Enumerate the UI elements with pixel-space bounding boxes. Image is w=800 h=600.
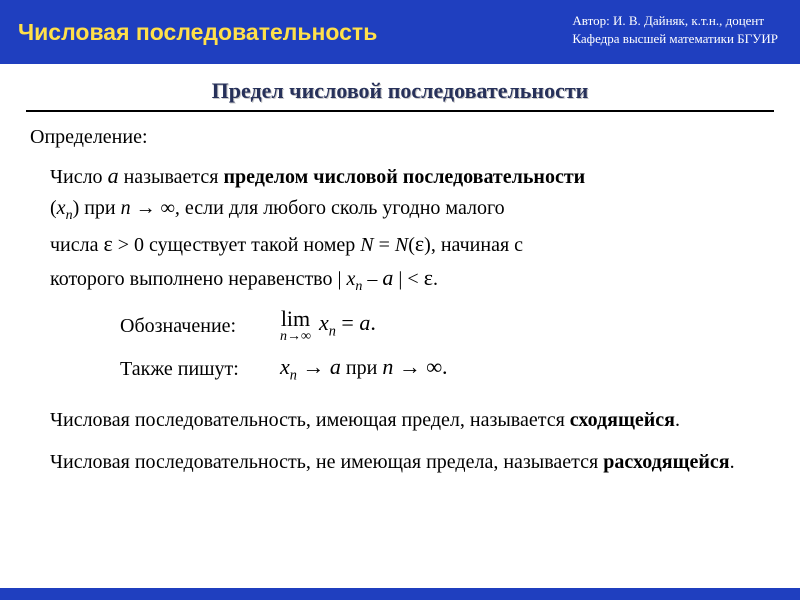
footer-bar [0,588,800,600]
text: | < [393,268,423,290]
n-to-inf: n → ∞, [121,197,180,219]
var-x: x [319,310,329,335]
lim-stack: lim n→∞ [280,308,311,344]
var-a: a [108,163,119,188]
bold-term: сходящейся [570,409,675,431]
text: = [374,234,395,256]
text: если для любого сколь угодно малого [180,197,505,219]
notation-label: Также пишут: [120,357,280,381]
definition-label: Определение: [30,126,770,149]
notation-block: Обозначение: lim n→∞ xn = a. Также пишут… [30,308,770,385]
text: , начиная с [431,234,523,256]
text: которого выполнено неравенство | [50,268,347,290]
epsilon: ε [104,231,113,256]
text: – [362,268,382,290]
slide-header: Числовая последовательность Автор: И. В.… [0,0,800,64]
text: Числовая последовательность, имеющая пре… [50,409,570,431]
text: . [433,268,438,290]
bold-term: пределом числовой последовательности [223,166,585,188]
var-a: a [382,265,393,290]
equals: = [336,310,359,335]
text: . [730,451,735,473]
n-to-inf: n → ∞ [382,354,442,379]
limit-expression: lim n→∞ xn = a. [280,308,376,344]
paragraph-convergent: Числовая последовательность, имеющая пре… [30,406,770,434]
sub-n: n [66,208,73,223]
definition-body: Число a называется пределом числовой пос… [30,159,770,298]
var-N: N [360,234,373,256]
also-expression: xn → a при n → ∞. [280,354,448,385]
text: ( [50,197,57,219]
author-line-2: Кафедра высшей математики БГУИР [572,30,778,48]
text: > 0 [113,234,144,256]
section-title: Предел числовой последовательности [30,78,770,104]
lim-word: lim [281,308,310,330]
text: ) [424,234,431,256]
text: числа [50,234,104,256]
lim-subscript: n→∞ [280,330,311,344]
text: существует такой номер [144,234,360,256]
text: . [675,409,680,431]
notation-label: Обозначение: [120,314,280,338]
var-a: a [330,354,341,379]
period: . [370,310,376,335]
text-at: при [341,357,382,379]
slide-content: Предел числовой последовательности Опред… [0,64,800,500]
paragraph-divergent: Числовая последовательность, не имеющая … [30,448,770,476]
sub-n: n [290,367,297,383]
slide-title: Числовая последовательность [18,19,377,46]
var-N: N [395,234,408,256]
author-block: Автор: И. В. Дайняк, к.т.н., доцент Кафе… [572,12,778,47]
notation-row: Также пишут: xn → a при n → ∞. [120,354,770,385]
var-x: x [57,197,66,219]
text: ) при [73,197,121,219]
notation-row: Обозначение: lim n→∞ xn = a. [120,308,770,344]
var-x: x [280,354,290,379]
bold-term: расходящейся [603,451,729,473]
text: ( [408,234,415,256]
var-a: a [359,310,370,335]
period: . [442,354,448,379]
lim-body: xn = a. [319,310,376,341]
epsilon: ε [415,231,424,256]
text: Число [50,166,108,188]
divider [26,110,774,112]
text: Числовая последовательность, не имеющая … [50,451,603,473]
epsilon: ε [424,265,433,290]
arrow: → [297,354,330,379]
sub-n: n [329,324,336,340]
text: называется [119,166,224,188]
author-line-1: Автор: И. В. Дайняк, к.т.н., доцент [572,12,778,30]
